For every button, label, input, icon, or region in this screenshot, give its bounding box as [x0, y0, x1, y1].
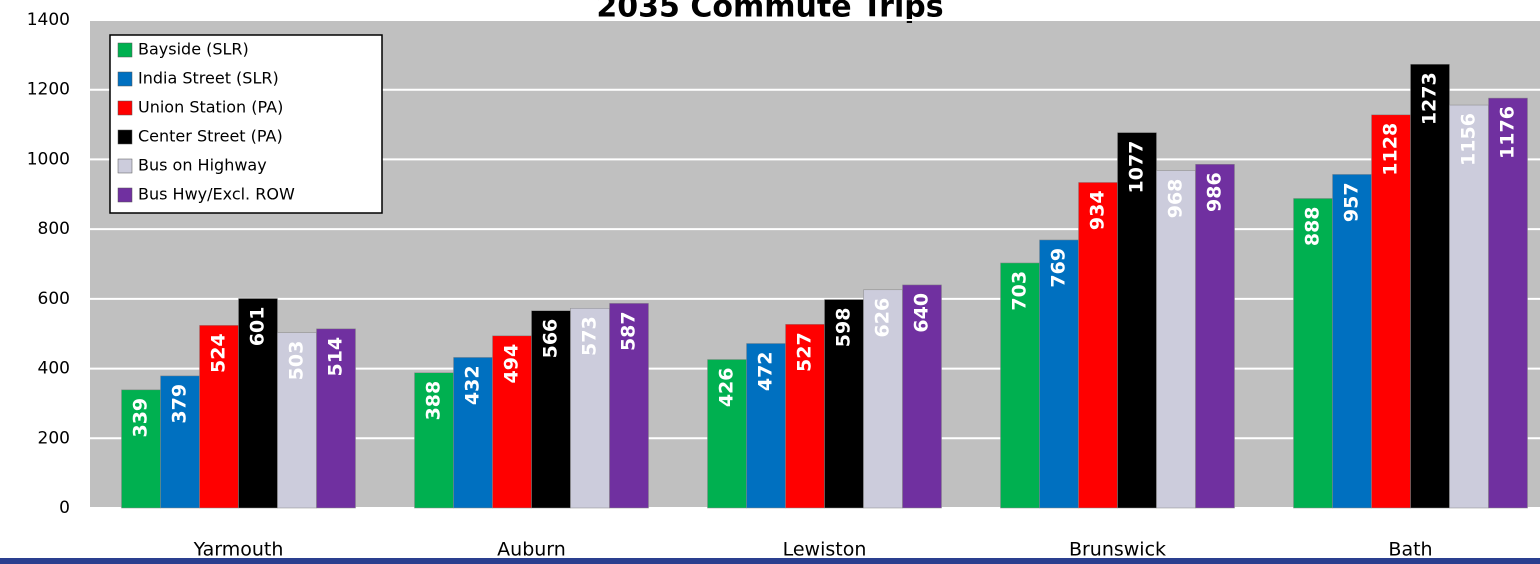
- data-label: 472: [755, 351, 777, 391]
- y-tick-label: 400: [38, 359, 70, 379]
- bar: [824, 299, 864, 509]
- legend-label: Bus Hwy/Excl. ROW: [138, 185, 295, 204]
- x-tick-label: Brunswick: [1069, 539, 1166, 561]
- data-label: 626: [872, 298, 894, 338]
- data-label: 514: [325, 337, 347, 377]
- y-tick-label: 0: [59, 498, 70, 518]
- bar: [1293, 198, 1333, 509]
- y-tick-label: 1200: [27, 80, 70, 100]
- bar: [531, 310, 571, 509]
- legend-swatch: [117, 158, 133, 174]
- data-label: 527: [794, 332, 816, 372]
- legend-label: Bayside (SLR): [138, 40, 249, 59]
- bar: [238, 298, 278, 509]
- data-label: 1273: [1419, 72, 1441, 125]
- data-label: 986: [1204, 172, 1226, 212]
- data-label: 934: [1087, 190, 1109, 230]
- bar: [160, 375, 200, 509]
- legend-swatch: [117, 129, 133, 145]
- y-tick-label: 1000: [27, 149, 70, 169]
- legend-swatch: [117, 100, 133, 116]
- bar: [1488, 97, 1528, 509]
- bar: [1117, 132, 1157, 509]
- bar: [1156, 170, 1196, 509]
- bar: [492, 335, 532, 509]
- bar: [277, 332, 317, 509]
- x-tick-label: Lewiston: [783, 539, 867, 561]
- bar: [1371, 114, 1411, 509]
- data-label: 339: [130, 398, 152, 438]
- data-label: 598: [833, 308, 855, 348]
- data-label: 601: [247, 307, 269, 347]
- data-label: 968: [1165, 179, 1187, 219]
- data-label: 587: [618, 311, 640, 351]
- x-tick-label: Yarmouth: [193, 539, 284, 561]
- bar: [785, 324, 825, 509]
- data-label: 703: [1009, 271, 1031, 311]
- data-label: 426: [716, 368, 738, 408]
- data-label: 888: [1302, 206, 1324, 246]
- data-label: 769: [1048, 248, 1070, 288]
- data-label: 640: [911, 293, 933, 333]
- legend-label: India Street (SLR): [138, 69, 279, 88]
- y-tick-label: 1400: [27, 10, 70, 30]
- bar: [199, 325, 239, 509]
- legend-swatch: [117, 42, 133, 58]
- bar: [609, 303, 649, 509]
- bar: [863, 289, 903, 509]
- legend-box: [109, 34, 383, 214]
- data-label: 379: [169, 384, 191, 424]
- data-label: 573: [579, 316, 601, 356]
- data-label: 1128: [1380, 123, 1402, 176]
- data-label: 1077: [1126, 141, 1148, 194]
- data-label: 566: [540, 319, 562, 359]
- legend-swatch: [117, 187, 133, 203]
- legend-swatch: [117, 71, 133, 87]
- bar: [707, 359, 747, 509]
- bar: [414, 372, 454, 509]
- bar: [453, 357, 493, 509]
- data-label: 503: [286, 341, 308, 381]
- bar: [902, 284, 942, 509]
- bar: [1000, 262, 1040, 509]
- x-tick-label: Bath: [1388, 539, 1432, 561]
- data-label: 1176: [1497, 106, 1519, 159]
- data-label: 494: [501, 344, 523, 384]
- data-label: 957: [1341, 182, 1363, 222]
- bar: [1195, 164, 1235, 509]
- data-label: 432: [462, 365, 484, 405]
- data-label: 388: [423, 381, 445, 421]
- legend-label: Union Station (PA): [138, 98, 283, 117]
- legend-label: Center Street (PA): [138, 127, 283, 146]
- y-tick-label: 800: [38, 219, 70, 239]
- bar: [1332, 174, 1372, 509]
- bar: [316, 328, 356, 509]
- y-tick-label: 600: [38, 289, 70, 309]
- x-tick-label: Auburn: [497, 539, 566, 561]
- legend-label: Bus on Highway: [138, 156, 267, 175]
- bar: [1039, 239, 1079, 509]
- bar: [570, 308, 610, 509]
- data-label: 1156: [1458, 113, 1480, 166]
- bar: [1410, 64, 1450, 509]
- data-label: 524: [208, 333, 230, 373]
- bottom-strip: [0, 558, 1540, 564]
- bar: [1449, 104, 1489, 509]
- bar: [121, 389, 161, 509]
- bar: [1078, 182, 1118, 509]
- bar: [746, 343, 786, 509]
- y-tick-label: 200: [38, 428, 70, 448]
